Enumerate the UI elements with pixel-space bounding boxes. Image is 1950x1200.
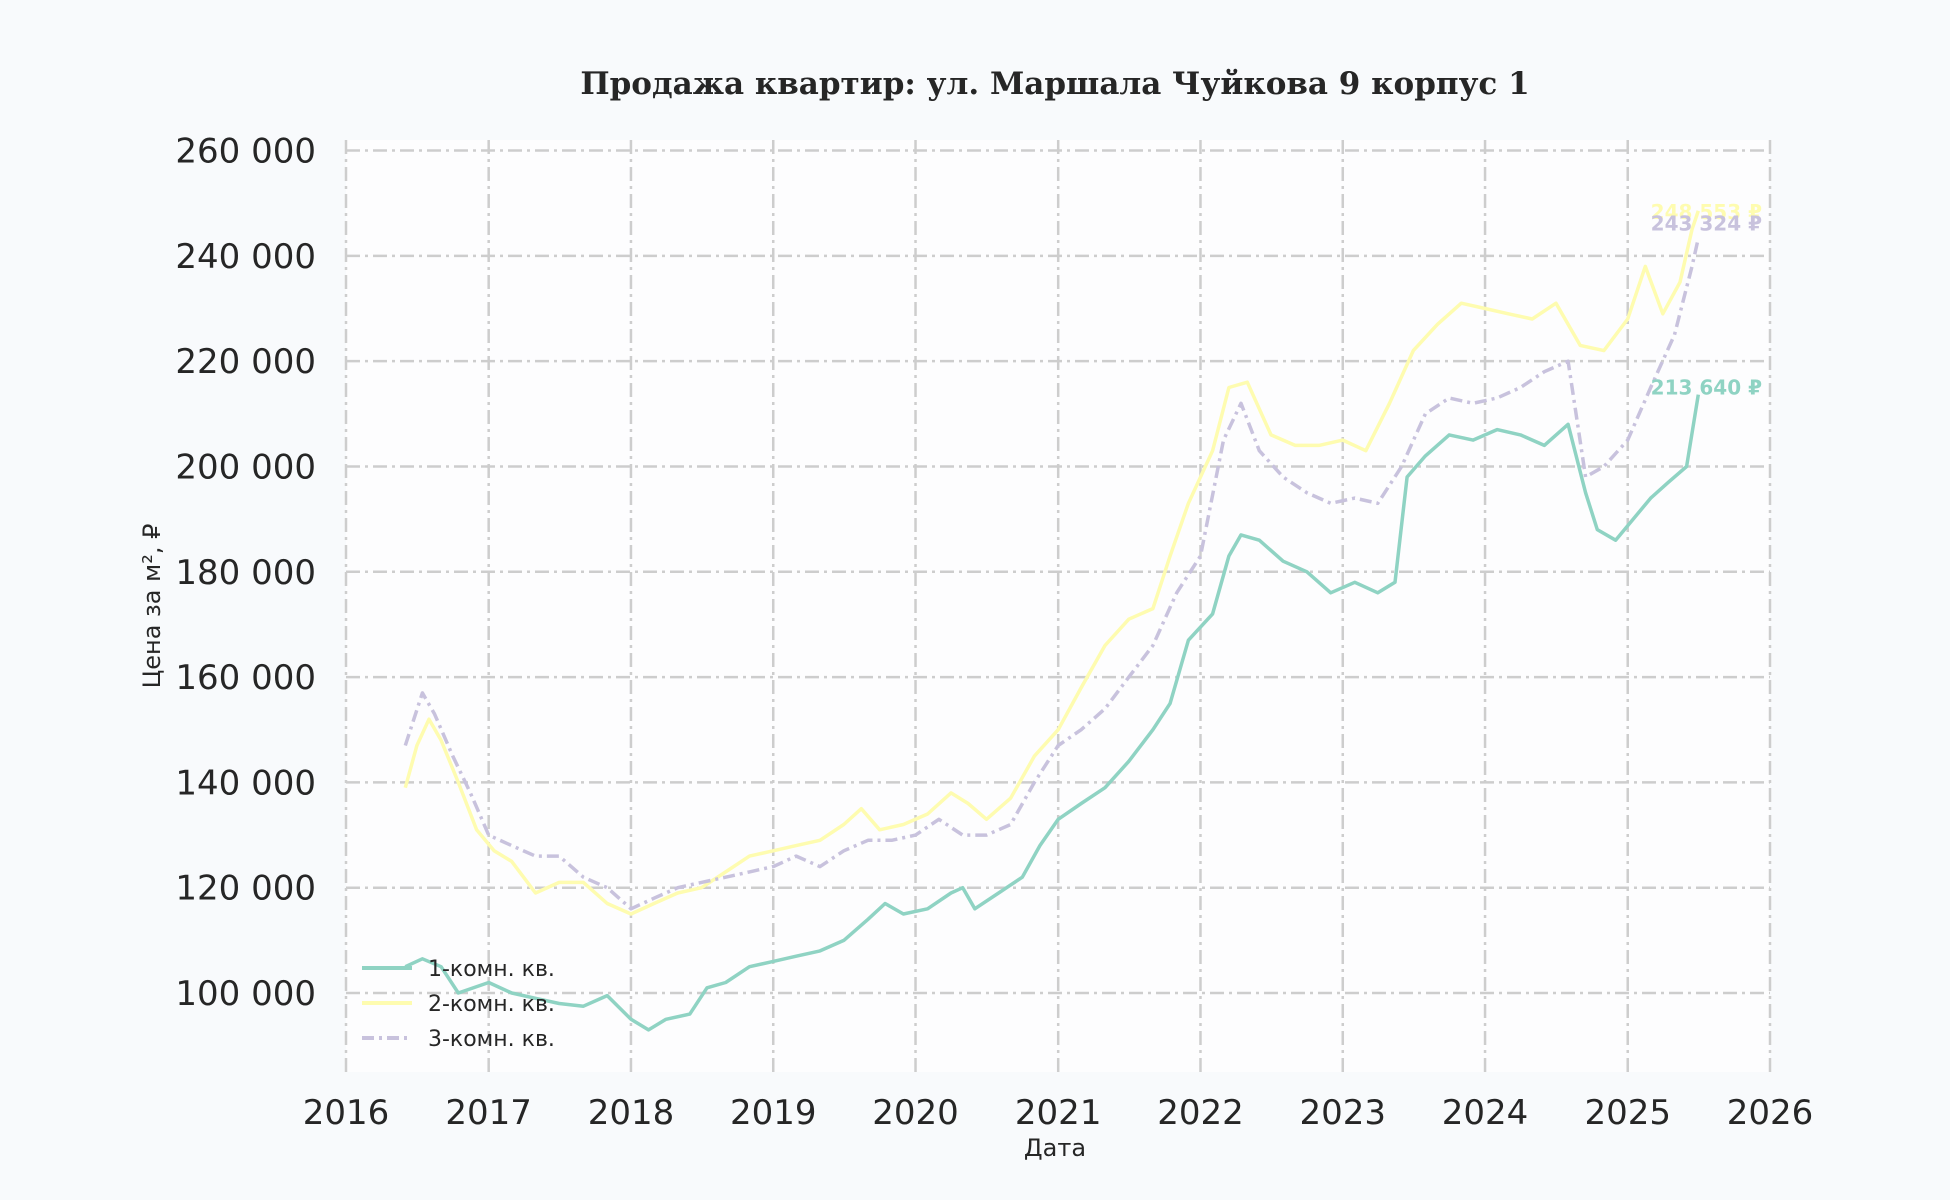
x-tick-label-2024: 2024	[1442, 1093, 1529, 1133]
grid	[344, 140, 1772, 1072]
y-tick-label-100000: 100 000	[175, 974, 316, 1014]
x-tick-label-2018: 2018	[588, 1093, 675, 1133]
x-tick-label-2019: 2019	[730, 1093, 817, 1133]
end-label-series-1: 213 640 ₽	[1651, 376, 1762, 400]
x-tick-label-2017: 2017	[445, 1093, 532, 1133]
y-tick-label-140000: 140 000	[175, 763, 316, 803]
y-tick-label-240000: 240 000	[175, 237, 316, 277]
y-tick-label-180000: 180 000	[175, 553, 316, 593]
y-tick-label-220000: 220 000	[175, 342, 316, 382]
y-tick-label-160000: 160 000	[175, 658, 316, 698]
x-tick-label-2025: 2025	[1584, 1093, 1671, 1133]
y-axis-label: Цена за м², ₽	[138, 524, 166, 689]
x-tick-label-2021: 2021	[1015, 1093, 1102, 1133]
series-line-2	[403, 210, 1700, 916]
y-axis-ticks: 100 000 120 000 140 000 160 000 180 000 200 0…	[175, 132, 316, 1014]
x-tick-label-2020: 2020	[872, 1093, 959, 1133]
legend-label-3: 3-комн. кв.	[428, 1027, 555, 1052]
x-tick-label-2026: 2026	[1727, 1093, 1814, 1133]
legend: 1-комн. кв. 2-комн. кв. 3-комн. кв.	[362, 957, 555, 1052]
x-axis-label: Дата	[1024, 1134, 1086, 1162]
x-tick-label-2016: 2016	[303, 1093, 390, 1133]
series-line-1	[404, 394, 1701, 1032]
x-tick-label-2022: 2022	[1157, 1093, 1244, 1133]
end-label-series-2: 248 553 ₽	[1651, 200, 1762, 224]
legend-label-1: 1-комн. кв.	[428, 957, 555, 982]
series-line-3	[403, 237, 1701, 911]
end-labels: 213 640 ₽ 248 553 ₽243 324 ₽	[1651, 200, 1762, 400]
end-label-series-3: 243 324 ₽	[1651, 211, 1762, 235]
chart-title: Продажа квартир: ул. Маршала Чуйкова 9 к…	[580, 66, 1529, 102]
y-tick-label-200000: 200 000	[175, 447, 316, 487]
x-tick-label-2023: 2023	[1299, 1093, 1386, 1133]
y-tick-label-260000: 260 000	[175, 132, 316, 172]
series-lines	[403, 210, 1701, 1032]
legend-label-2: 2-комн. кв.	[428, 992, 555, 1017]
x-axis-ticks: 2016 2017 2018 2019 2020 2021 2022 2023 2024 2025…	[303, 1093, 1814, 1133]
y-tick-label-120000: 120 000	[175, 869, 316, 909]
